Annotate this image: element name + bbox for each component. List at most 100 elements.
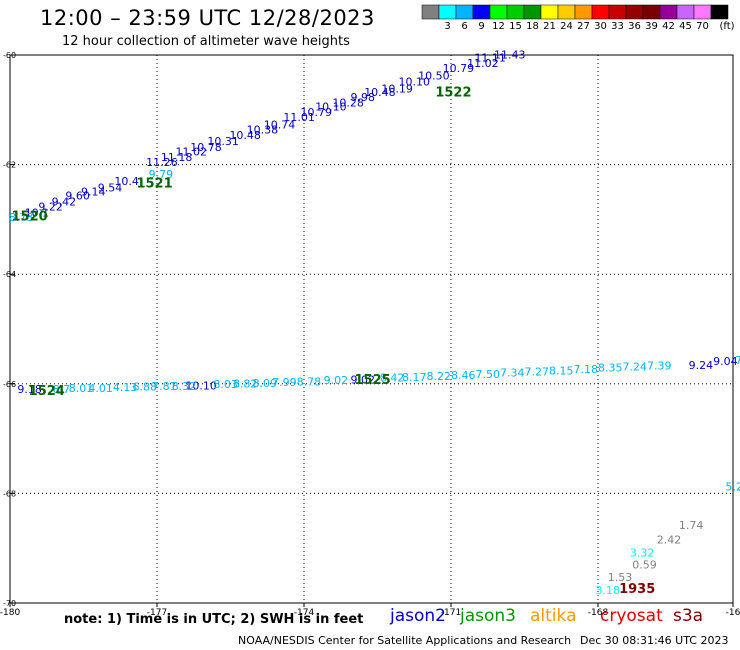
color-scale-label: 30 (594, 21, 607, 32)
y-tick-label: -62 (3, 161, 16, 170)
wave-height-label: 9.22 (38, 201, 63, 214)
wave-height-label: 10.38 (247, 123, 279, 136)
wave-height-label: 3.18 (596, 584, 621, 597)
wave-height-label: 11.43 (494, 48, 526, 61)
color-scale-swatch (421, 4, 440, 20)
wave-height-label: 10.4 (114, 175, 139, 188)
wave-height-label: 9.18 (17, 383, 42, 396)
wave-height-label: 8.35 (598, 362, 623, 375)
pass-time-label: 1935 (619, 582, 655, 597)
wave-height-label: 9.54 (98, 181, 123, 194)
wave-height-label: 10.1 (25, 207, 50, 220)
plot-frame (9, 54, 734, 604)
wave-height-label: 7.24 (623, 361, 648, 374)
wave-height-label: 7.39 (647, 360, 672, 373)
chart-title: 12:00 – 23:59 UTC 12/28/2023 (40, 6, 375, 30)
wave-height-label: 10.50 (418, 70, 450, 83)
wave-height-label: 8.03 (213, 378, 238, 391)
color-scale-label: 27 (577, 21, 590, 32)
wave-height-label: 7.81 (152, 380, 177, 393)
color-scale-swatch (489, 4, 508, 20)
wave-height-label: 2.42 (657, 533, 682, 546)
wave-height-label: 8.15 (549, 364, 574, 377)
wave-height-label: 0.59 (632, 558, 657, 571)
wave-height-label: 8.32 (172, 380, 197, 393)
satellite-jason3-label: jason3 (460, 606, 516, 626)
color-scale-swatch (608, 4, 627, 20)
x-tick-label: -171 (441, 608, 461, 618)
pass-time-label: 1522 (435, 86, 471, 101)
y-tick-label: -60 (3, 51, 16, 60)
y-tick-label: -64 (3, 270, 16, 279)
color-scale-swatch (710, 4, 729, 20)
wave-height-label: 9.60 (65, 190, 90, 203)
color-scale-label: 33 (611, 21, 624, 32)
satellite-altika-label: altika (530, 606, 577, 626)
color-scale-label: 12 (492, 21, 505, 32)
wave-height-label: 8.46 (451, 369, 476, 382)
wave-height-label: 8.82 (233, 378, 258, 391)
wave-height-label: 11.02 (467, 57, 499, 70)
color-scale-swatch (574, 4, 593, 20)
color-scale-unit: (ft) (719, 21, 735, 32)
wave-height-label: 7.27 (525, 366, 550, 379)
pass-time-label: 1524 (29, 384, 65, 399)
x-tick-label: -180 (0, 608, 20, 618)
pass-time-label: 1525 (355, 373, 391, 388)
color-scale-swatch (625, 4, 644, 20)
wave-height-label: 10.10 (185, 379, 217, 392)
color-scale-swatch (591, 4, 610, 20)
x-tick-label: -177 (147, 608, 167, 618)
footer-organization: NOAA/NESDIS Center for Satellite Applica… (238, 634, 572, 647)
color-scale-label: 9 (478, 21, 485, 32)
satellite-cryosat-label: cryosat (600, 606, 663, 626)
wave-height-label: 8.78 (297, 375, 322, 388)
wave-height-label: 9.14 (81, 185, 106, 198)
wave-height-label: 4.01 (88, 382, 113, 395)
wave-height-label: 6.88 (133, 380, 158, 393)
x-tick-label: -16 (726, 608, 740, 618)
wave-height-label: 10.48 (229, 129, 261, 142)
satellite-s3a-label: s3a (673, 606, 704, 626)
wave-height-label: 7.50 (476, 368, 501, 381)
wave-height-label: 9.42 (52, 196, 77, 209)
wave-height-label: 8.73 (9, 211, 34, 224)
wave-height-label: 4.13 (113, 381, 138, 394)
wave-height-label: 10.79 (443, 62, 475, 75)
wave-height-label: 8.09 (253, 377, 278, 390)
color-scale-label: 70 (696, 21, 709, 32)
color-scale-label: 6 (461, 21, 468, 32)
wave-height-label: 7.18 (574, 363, 599, 376)
pass-time-label: 1521 (136, 177, 172, 192)
wave-height-label: 10.10 (399, 76, 431, 89)
wave-height-label: 10.28 (332, 97, 364, 110)
y-tick-label: -66 (3, 380, 16, 389)
color-scale-label: 18 (526, 21, 539, 32)
wave-height-label: 5.28 (725, 481, 740, 494)
color-scale-swatch (540, 4, 559, 20)
y-tick-label: -68 (3, 489, 16, 498)
wave-height-label: 3.32 (630, 546, 655, 559)
wave-height-label: 10.78 (190, 141, 222, 154)
wave-height-label: 11.11 (474, 52, 506, 65)
wave-height-label: 8.22 (427, 370, 452, 383)
wave-height-label: 11.18 (161, 151, 193, 164)
color-scale-swatch (642, 4, 661, 20)
color-scale-swatch (438, 4, 457, 20)
color-scale-label: 42 (662, 21, 675, 32)
wave-height-label: 7.99 (272, 376, 297, 389)
color-scale-label: 3 (444, 21, 451, 32)
wave-height-label: 10.19 (381, 82, 413, 95)
wave-height-label: 11.02 (176, 145, 208, 158)
wave-height-label: 10.31 (207, 135, 239, 148)
satellite-jason2-label: jason2 (390, 606, 446, 626)
wave-height-label: 10.48 (364, 86, 396, 99)
color-scale-swatch (523, 4, 542, 20)
color-scale-swatch (557, 4, 576, 20)
x-tick-label: -174 (294, 608, 315, 618)
wave-height-label: 9.02 (351, 373, 376, 386)
wave-height-label: 11.26 (146, 156, 178, 169)
chart-subtitle: 12 hour collection of altimeter wave hei… (62, 34, 350, 49)
